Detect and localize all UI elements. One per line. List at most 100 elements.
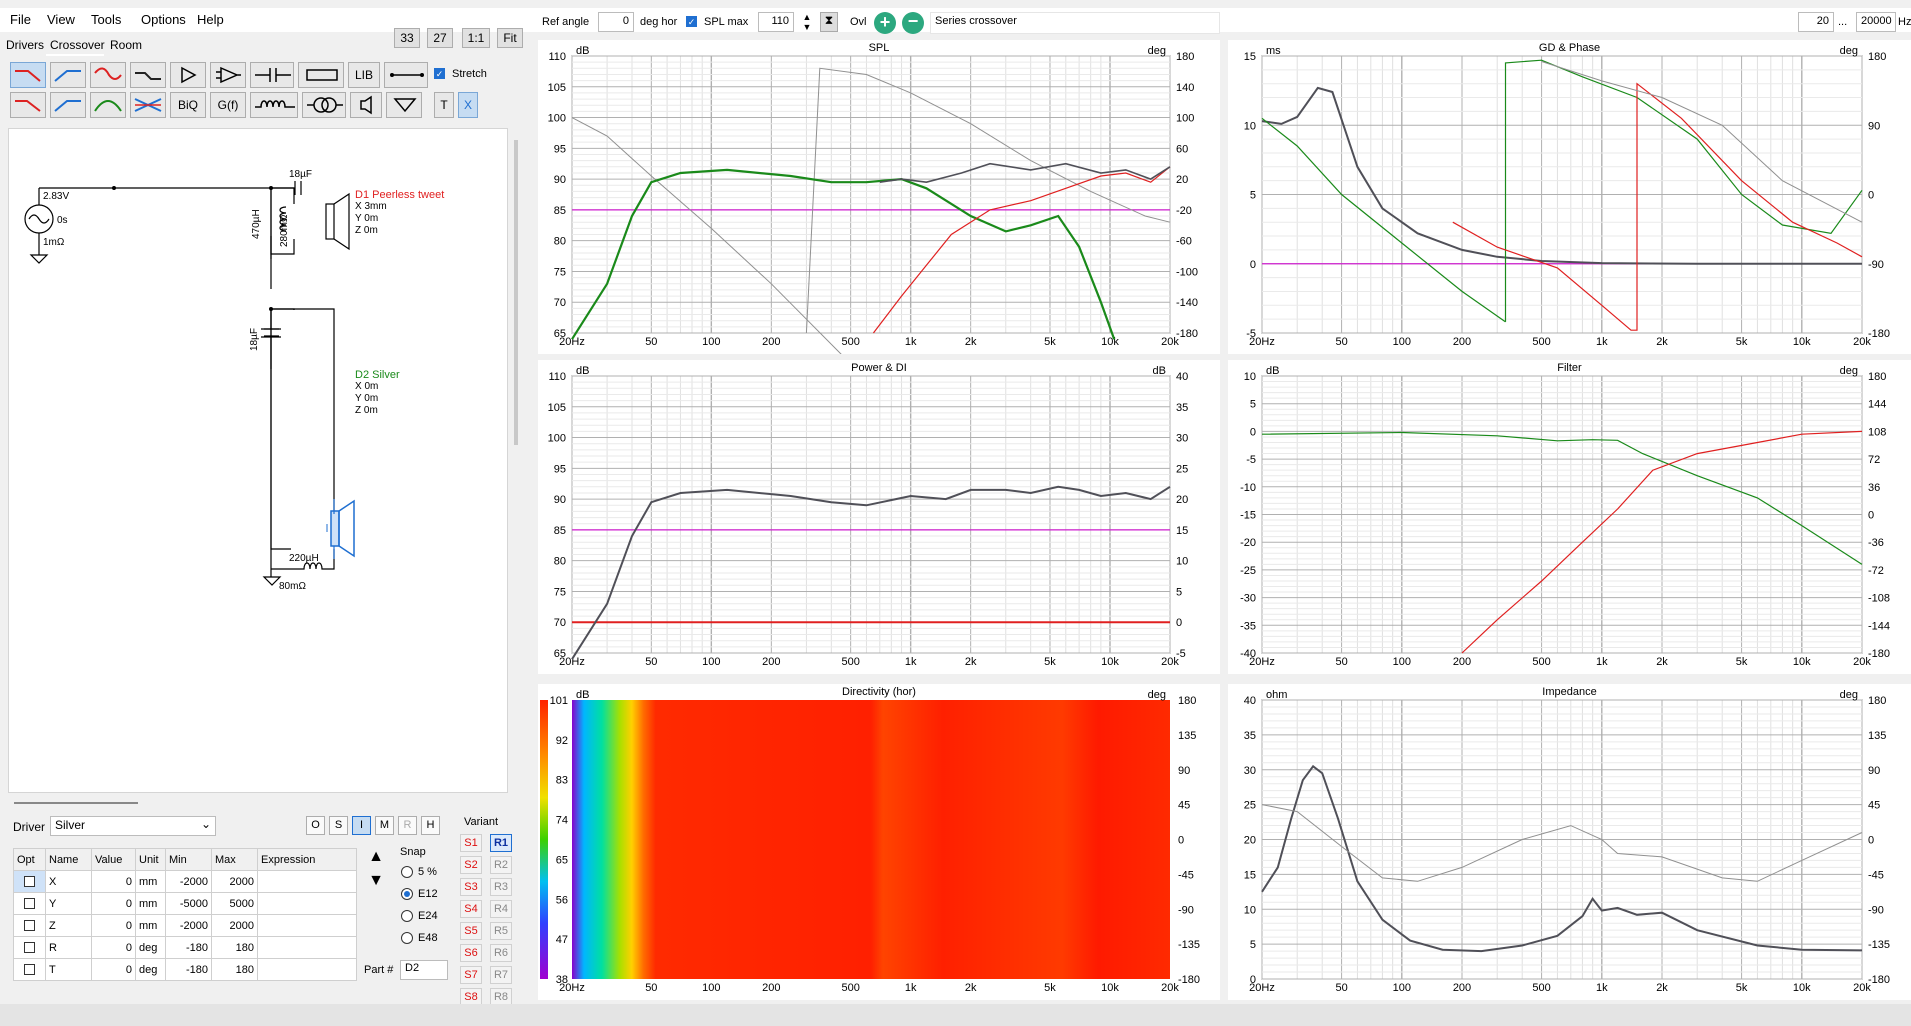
variant-s8[interactable]: S8 <box>460 988 482 1006</box>
menu-options[interactable]: Options <box>141 12 186 27</box>
move-down-arrow-icon[interactable]: ▼ <box>368 872 384 889</box>
param-max[interactable]: 2000 <box>211 870 258 893</box>
param-value[interactable]: 0 <box>91 914 136 937</box>
param-min[interactable]: -180 <box>165 958 212 981</box>
schematic-scrollbar[interactable] <box>514 140 518 445</box>
menu-tools[interactable]: Tools <box>91 12 122 27</box>
spl-max-spinner-icon[interactable]: ▲ ▼ <box>802 12 812 32</box>
mode-button-r[interactable]: R <box>398 816 417 835</box>
variant-r2[interactable]: R2 <box>490 856 512 874</box>
zoom-b-button[interactable]: 27 <box>427 28 453 48</box>
param-expression[interactable] <box>257 914 357 937</box>
param-max[interactable]: 5000 <box>211 892 258 915</box>
opt-checkbox-box[interactable] <box>24 920 35 932</box>
param-unit[interactable]: mm <box>135 914 166 937</box>
bandstop-filter-button[interactable] <box>90 62 126 88</box>
variant-s5[interactable]: S5 <box>460 922 482 940</box>
param-expression[interactable] <box>257 892 357 915</box>
param-expression[interactable] <box>257 870 357 893</box>
mode-button-o[interactable]: O <box>306 816 325 835</box>
tab-crossover[interactable]: Crossover <box>50 38 105 52</box>
add-series-icon[interactable]: + <box>874 12 896 34</box>
param-max[interactable]: 180 <box>211 936 258 959</box>
lowpass-2-button[interactable] <box>10 92 46 118</box>
highpass-filter-button[interactable] <box>50 62 86 88</box>
param-unit[interactable]: mm <box>135 892 166 915</box>
schematic-canvas[interactable]: 2.83V 0s 1mΩ 18µF 470µH 280mΩ 18µF 220µH… <box>8 128 508 793</box>
inductor-button[interactable] <box>250 92 298 118</box>
param-expression[interactable] <box>257 958 357 981</box>
opt-checkbox-box[interactable] <box>24 898 35 910</box>
remove-series-icon[interactable]: − <box>902 12 924 34</box>
param-min[interactable]: -2000 <box>165 870 212 893</box>
biquad-button[interactable]: BiQ <box>170 92 206 118</box>
param-min[interactable]: -180 <box>165 936 212 959</box>
param-row-y[interactable]: Y 0 mm -5000 5000 <box>13 892 357 915</box>
mode-button-s[interactable]: S <box>329 816 348 835</box>
variant-r3[interactable]: R3 <box>490 878 512 896</box>
lowpass-filter-button[interactable] <box>10 62 46 88</box>
capacitor-button[interactable] <box>250 62 294 88</box>
param-name[interactable]: Z <box>45 914 92 937</box>
mode-button-i[interactable]: I <box>352 816 371 835</box>
one-to-one-button[interactable]: 1:1 <box>462 28 490 48</box>
opt-checkbox[interactable] <box>13 892 46 915</box>
variant-r1[interactable]: R1 <box>490 834 512 852</box>
l1-value[interactable]: 470µH <box>251 209 262 239</box>
l2-value[interactable]: 220µH <box>289 553 319 564</box>
variant-r5[interactable]: R5 <box>490 922 512 940</box>
tab-room[interactable]: Room <box>110 38 143 52</box>
param-unit[interactable]: mm <box>135 870 166 893</box>
spl-max-checkbox[interactable]: ✓ <box>686 16 697 28</box>
snap-radio-e48[interactable] <box>401 932 413 944</box>
transformer-button[interactable] <box>302 92 346 118</box>
param-expression[interactable] <box>257 936 357 959</box>
param-value[interactable]: 0 <box>91 936 136 959</box>
opt-checkbox[interactable] <box>13 870 46 893</box>
mode-button-m[interactable]: M <box>375 816 394 835</box>
mode-button-h[interactable]: H <box>421 816 440 835</box>
opt-checkbox-box[interactable] <box>24 964 35 976</box>
resistor-button[interactable] <box>298 62 344 88</box>
opt-checkbox-box[interactable] <box>24 876 35 888</box>
tab-drivers[interactable]: Drivers <box>6 38 44 52</box>
param-name[interactable]: Y <box>45 892 92 915</box>
zoom-a-button[interactable]: 33 <box>394 28 420 48</box>
snap-radio-e24[interactable] <box>401 910 413 922</box>
param-name[interactable]: R <box>45 936 92 959</box>
param-unit[interactable]: deg <box>135 936 166 959</box>
param-name[interactable]: T <box>45 958 92 981</box>
c2-value[interactable]: 18µF <box>249 328 260 351</box>
stretch-checkbox[interactable]: ✓ <box>434 68 445 80</box>
part-number-input[interactable]: D2 <box>400 960 448 980</box>
driver-select[interactable]: Silver ⌄ <box>50 816 216 836</box>
param-min[interactable]: -2000 <box>165 914 212 937</box>
allpass-button[interactable] <box>130 92 166 118</box>
transfer-function-button[interactable]: G(f) <box>210 92 246 118</box>
variant-r7[interactable]: R7 <box>490 966 512 984</box>
opt-checkbox-box[interactable] <box>24 942 35 954</box>
param-name[interactable]: X <box>45 870 92 893</box>
r2-value[interactable]: 80mΩ <box>279 581 306 592</box>
param-row-x[interactable]: X 0 mm -2000 2000 <box>13 870 357 893</box>
variant-s7[interactable]: S7 <box>460 966 482 984</box>
variant-r4[interactable]: R4 <box>490 900 512 918</box>
r1-value[interactable]: 280mΩ <box>279 214 290 248</box>
param-max[interactable]: 2000 <box>211 914 258 937</box>
range-from-input[interactable]: 20 <box>1798 12 1834 32</box>
menu-help[interactable]: Help <box>197 12 224 27</box>
shelf-filter-button[interactable] <box>130 62 166 88</box>
param-min[interactable]: -5000 <box>165 892 212 915</box>
opt-checkbox[interactable] <box>13 914 46 937</box>
spl-max-input[interactable]: 110 <box>758 12 794 32</box>
opt-checkbox[interactable] <box>13 958 46 981</box>
fit-button[interactable]: Fit <box>497 28 523 48</box>
move-up-arrow-icon[interactable]: ▲ <box>368 848 384 865</box>
menu-file[interactable]: File <box>10 12 31 27</box>
opt-checkbox[interactable] <box>13 936 46 959</box>
series-name-input[interactable]: Series crossover <box>930 12 1220 34</box>
